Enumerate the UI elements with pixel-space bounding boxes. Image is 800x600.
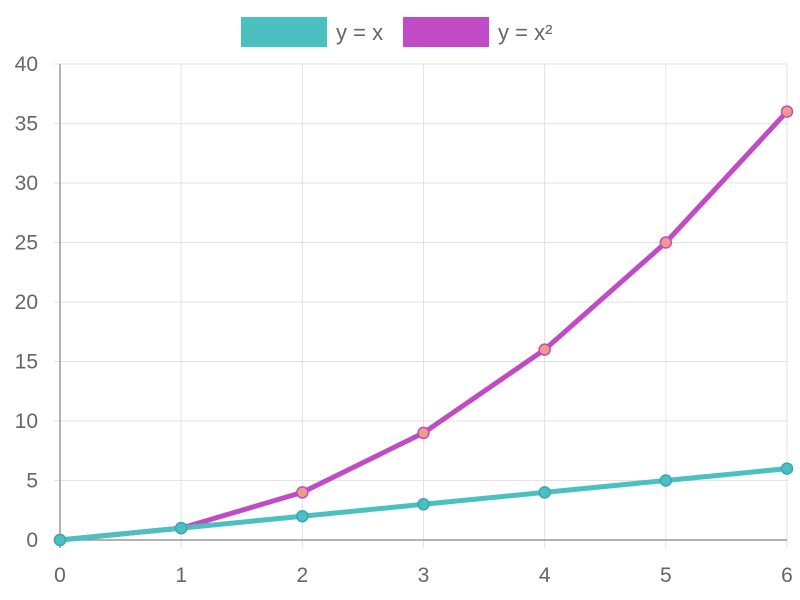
y-tick-label: 10 xyxy=(15,410,38,433)
y-tick-label: 20 xyxy=(15,291,38,314)
data-point[interactable] xyxy=(417,426,430,440)
legend-swatch xyxy=(403,17,489,47)
legend[interactable]: y = x y = x² xyxy=(241,17,552,47)
data-point[interactable] xyxy=(296,509,309,523)
data-point[interactable] xyxy=(417,498,430,511)
x-tick-label: 1 xyxy=(175,564,187,587)
y-tick-label: 0 xyxy=(26,529,38,552)
axes xyxy=(54,64,787,548)
data-point[interactable] xyxy=(780,462,794,475)
y-tick-label: 40 xyxy=(15,53,38,76)
y-tick-label: 25 xyxy=(15,232,38,255)
data-point[interactable] xyxy=(659,236,673,249)
data-point[interactable] xyxy=(538,343,551,356)
series xyxy=(53,105,794,547)
y-tick-label: 5 xyxy=(26,470,38,493)
data-point[interactable] xyxy=(53,533,67,547)
y-tick-label: 30 xyxy=(15,172,38,195)
legend-item-0[interactable]: y = x xyxy=(241,17,383,47)
legend-swatch xyxy=(241,17,327,47)
x-tick-label: 0 xyxy=(54,564,66,587)
data-point[interactable] xyxy=(780,105,794,118)
x-tick-label: 4 xyxy=(539,564,551,587)
y-tick-label: 35 xyxy=(15,113,38,136)
grid xyxy=(54,63,788,548)
x-tick-label: 2 xyxy=(296,564,308,587)
legend-item-1[interactable]: y = x² xyxy=(403,17,552,47)
data-point[interactable] xyxy=(296,486,309,499)
x-tick-label: 6 xyxy=(781,564,793,587)
data-point[interactable] xyxy=(174,521,188,535)
x-tick-label: 3 xyxy=(418,564,430,587)
legend-label: y = x² xyxy=(498,20,552,45)
data-point[interactable] xyxy=(659,474,673,487)
y-tick-label: 15 xyxy=(15,351,38,374)
legend-label: y = x xyxy=(336,20,383,45)
data-point[interactable] xyxy=(538,486,551,499)
series-0 xyxy=(53,462,794,547)
tick-labels: 0 5 10 15 20 25 30 35 40 0 1 2 3 4 5 6 xyxy=(15,53,793,587)
x-tick-label: 5 xyxy=(660,564,672,587)
